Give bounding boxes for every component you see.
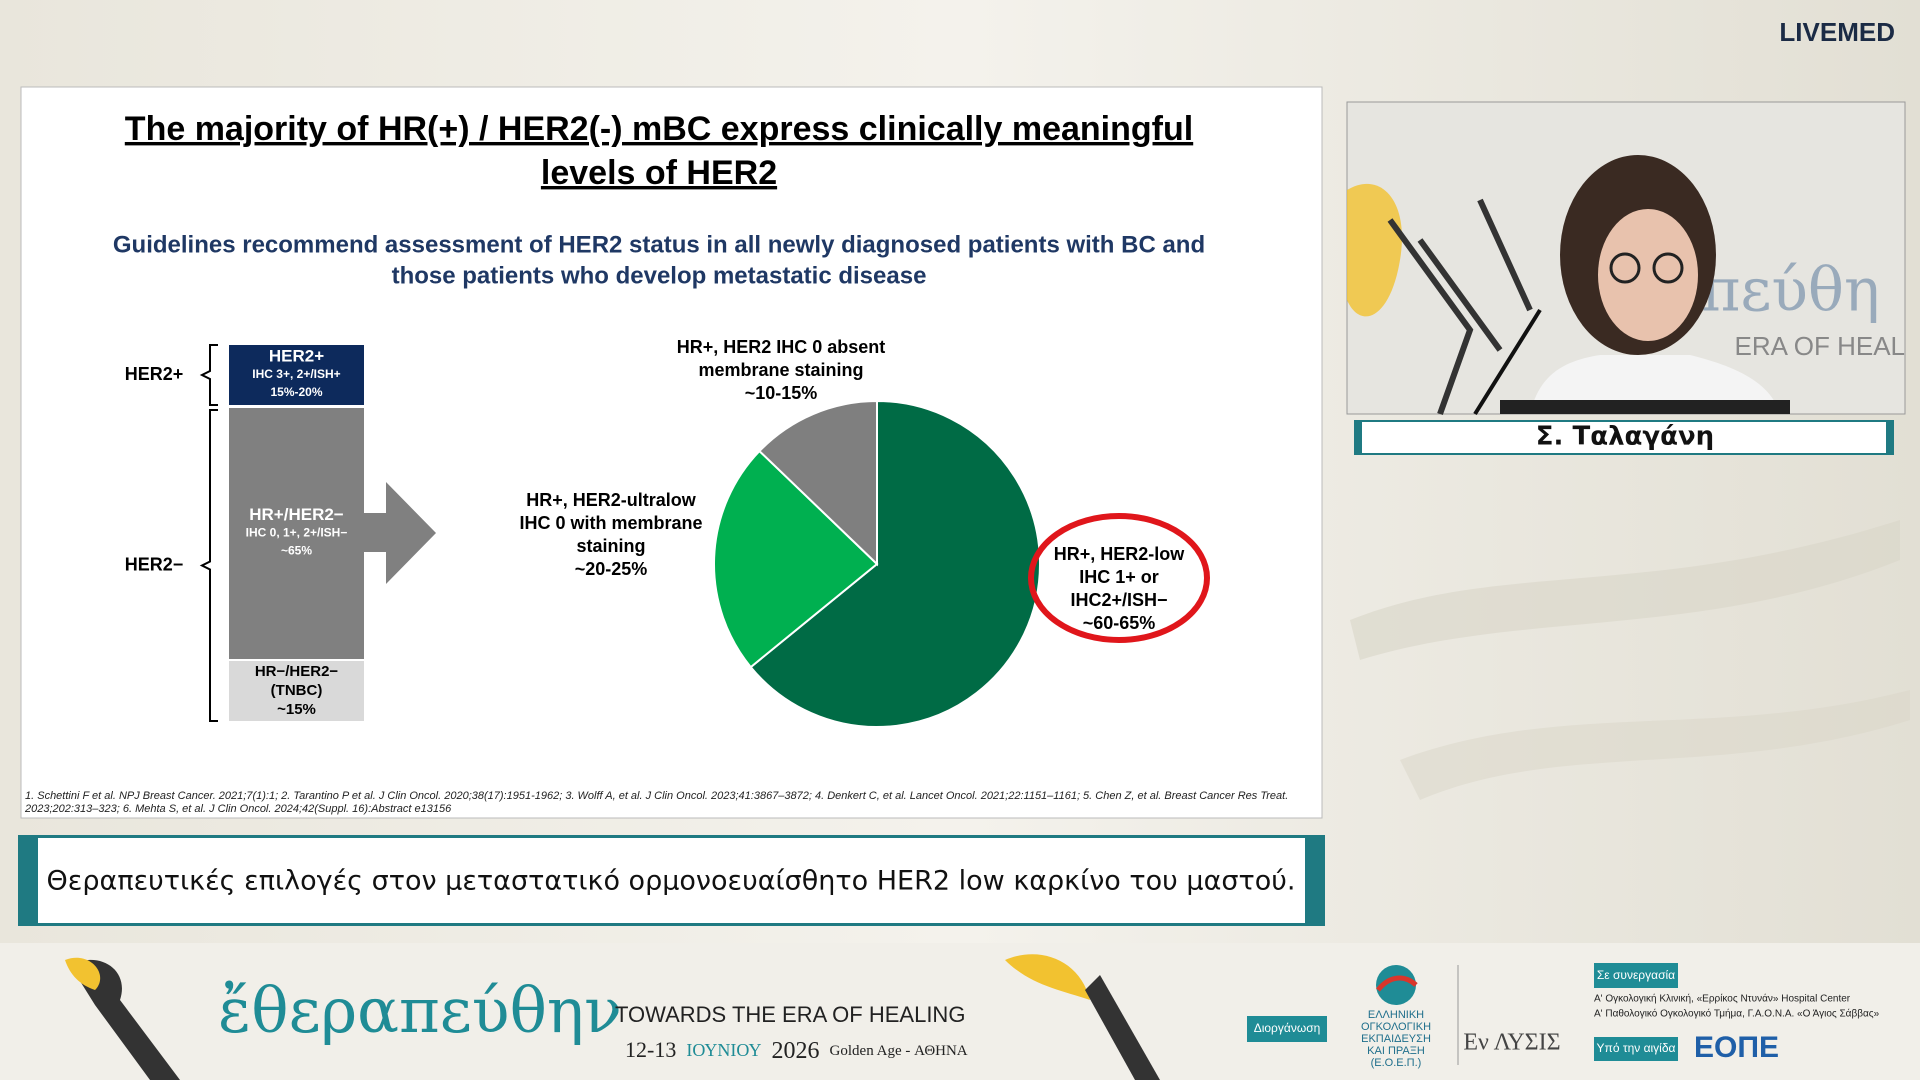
badge — [1594, 963, 1678, 988]
event-date-part: ΙΟΥΝΙΟΥ — [686, 1040, 761, 1060]
pie-label: ~20-25% — [575, 559, 648, 579]
brace — [199, 409, 218, 722]
badge-label: Υπό την αιγίδα — [1597, 1041, 1676, 1055]
slide-subtitle: Guidelines recommend assessment of HER2 … — [113, 231, 1205, 258]
pie-label: IHC 0 with membrane — [519, 513, 702, 533]
pie-label: IHC 1+ or — [1079, 567, 1159, 587]
backdrop-swoosh — [1350, 520, 1900, 660]
stack-box-label: HER2+ — [269, 346, 324, 365]
badge-label: Διοργάνωση — [1254, 1021, 1321, 1035]
stack-box-label: ~65% — [281, 544, 312, 558]
pie-label: IHC2+/ISH− — [1070, 590, 1167, 610]
stack-box — [229, 408, 364, 659]
footnote: 1. Schettini F et al. NPJ Breast Cancer.… — [25, 790, 1288, 802]
slide-content: The majority of HR(+) / HER2(-) mBC expr… — [24, 110, 1288, 815]
speaker-glasses — [1609, 252, 1641, 284]
slide-title: levels of HER2 — [541, 154, 777, 192]
pie-label: HR+, HER2 IHC 0 absent — [677, 337, 886, 357]
video-splash — [1347, 183, 1402, 317]
video-backdrop-text: ERA OF HEAL — [1735, 331, 1906, 361]
event-date-part: 2026 — [772, 1038, 820, 1064]
stack-box-label: HR−/HER2− — [255, 663, 339, 680]
partner-logo: Εν ΛΥΣΙΣ — [1463, 1030, 1560, 1056]
organizer-name: ΚΑΙ ΠΡΑΞΗ — [1367, 1045, 1425, 1057]
pie-label: HR+, HER2-ultralow — [526, 490, 697, 510]
speaker-shirt — [1530, 355, 1780, 414]
caption: Θεραπευτικές επιλογές στον μεταστατικό ο… — [47, 866, 1296, 897]
organizer-name: ΕΚΠΑΙΔΕΥΣΗ — [1361, 1033, 1431, 1045]
caption-panel — [38, 838, 1305, 923]
pie-label: HR+, HER2-low — [1054, 544, 1186, 564]
group-label: HER2− — [125, 554, 184, 574]
speaker-glasses — [1652, 252, 1684, 284]
stack-box — [229, 661, 364, 721]
highlight-ring — [1028, 513, 1210, 643]
stack-box-label: (TNBC) — [271, 682, 323, 699]
auspices-logo: ΕΟΠΕ — [1694, 1031, 1779, 1064]
stack-box-label: 15%-20% — [270, 385, 322, 399]
event-date-part: Golden Age - ΑΘΗΝΑ — [830, 1043, 968, 1059]
organizer-logo — [1376, 965, 1416, 1005]
speaker-name: Σ. Ταλαγάνη — [1536, 422, 1714, 452]
stack-box — [229, 345, 364, 405]
event-date-part: 12-13 — [625, 1037, 676, 1062]
slide — [20, 86, 1323, 819]
pie-slice — [758, 399, 878, 567]
collab-line: Α' Παθολογικό Ογκολογικό Τμήμα, Γ.Α.Ο.Ν.… — [1594, 1008, 1880, 1020]
banner-decor — [1085, 975, 1160, 1080]
lectern — [1500, 400, 1790, 414]
pie-label: ~60-65% — [1083, 613, 1156, 633]
stack-box-label: IHC 3+, 2+/ISH+ — [252, 367, 340, 381]
tagline: TOWARDS THE ERA OF HEALING — [615, 1002, 965, 1027]
stack-box-label: IHC 0, 1+, 2+/ISH− — [246, 526, 348, 540]
banner-splash — [1005, 954, 1090, 1000]
pie-label: membrane staining — [698, 360, 863, 380]
pie-label: staining — [576, 536, 645, 556]
pie-label: ~10-15% — [745, 383, 818, 403]
slide-title: The majority of HR(+) / HER2(-) mBC expr… — [125, 110, 1193, 148]
backdrop-swoosh — [1400, 690, 1910, 800]
collab-line: Α' Ογκολογική Κλινική, «Ερρίκος Ντυνάν» … — [1594, 993, 1851, 1005]
banner-splash — [65, 957, 101, 990]
organizer-name: ΕΛΛΗΝΙΚΗ — [1368, 1009, 1424, 1021]
video-decor — [1387, 198, 1533, 416]
organizer-name: (Ε.Ο.Ε.Π.) — [1371, 1057, 1422, 1069]
stack-box-label: HR+/HER2− — [249, 505, 344, 524]
video-backdrop-text: πεύθη — [1701, 256, 1880, 326]
badge — [1594, 1037, 1678, 1061]
brace — [199, 344, 218, 406]
arrow — [364, 482, 436, 584]
name-panel — [1362, 422, 1886, 453]
pie-slice — [749, 399, 1041, 728]
group-label: HER2+ — [125, 364, 184, 384]
brand: ἔθεραπεύθην — [218, 974, 622, 1047]
microphone — [1473, 308, 1542, 416]
event-date: 12-13 ΙΟΥΝΙΟΥ 2026 Golden Age - ΑΘΗΝΑ — [625, 1037, 968, 1063]
footnote: 2023;202:313–323; 6. Mehta S, et al. J C… — [24, 803, 452, 815]
organizer-logo-accent — [1376, 975, 1418, 992]
pie-slice — [713, 449, 879, 669]
stack-box-label: ~15% — [277, 701, 316, 718]
logo: LIVEMED — [1779, 17, 1895, 47]
badge-label: Σε συνεργασία — [1597, 968, 1675, 982]
organizer-name: ΟΓΚΟΛΟΓΙΚΗ — [1361, 1021, 1431, 1033]
slide-subtitle: those patients who develop metastatic di… — [392, 262, 927, 289]
banner-decor — [70, 959, 180, 1080]
speaker-face — [1598, 209, 1698, 341]
badge — [1247, 1016, 1327, 1042]
